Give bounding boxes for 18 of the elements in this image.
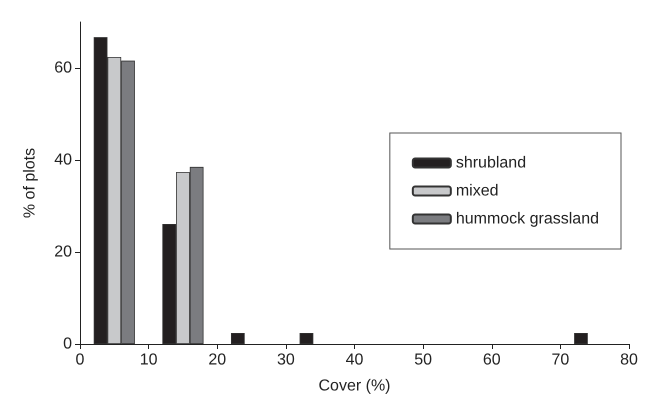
x-tick-label: 60 <box>482 352 501 368</box>
y-tick-label: 20 <box>54 244 72 260</box>
y-tick-label: 0 <box>63 336 72 352</box>
y-tick-label: 60 <box>54 60 72 76</box>
legend-label: mixed <box>456 182 499 200</box>
x-axis-title: Cover (%) <box>318 378 391 394</box>
x-tick-label: 30 <box>276 352 295 368</box>
y-axis-title: % of plots <box>22 148 38 218</box>
x-tick-label: 20 <box>208 352 226 368</box>
x-tick-label: 80 <box>620 352 638 368</box>
x-tick-label: 50 <box>414 352 432 368</box>
x-tick-label: 0 <box>76 352 85 368</box>
y-tick-label: 40 <box>54 152 72 168</box>
x-tick-label: 70 <box>551 352 570 368</box>
legend-label: shrubland <box>456 154 526 172</box>
x-tick-label: 10 <box>140 352 158 368</box>
x-tick-label: 40 <box>346 352 364 368</box>
legend-label: hummock grassland <box>456 210 599 228</box>
